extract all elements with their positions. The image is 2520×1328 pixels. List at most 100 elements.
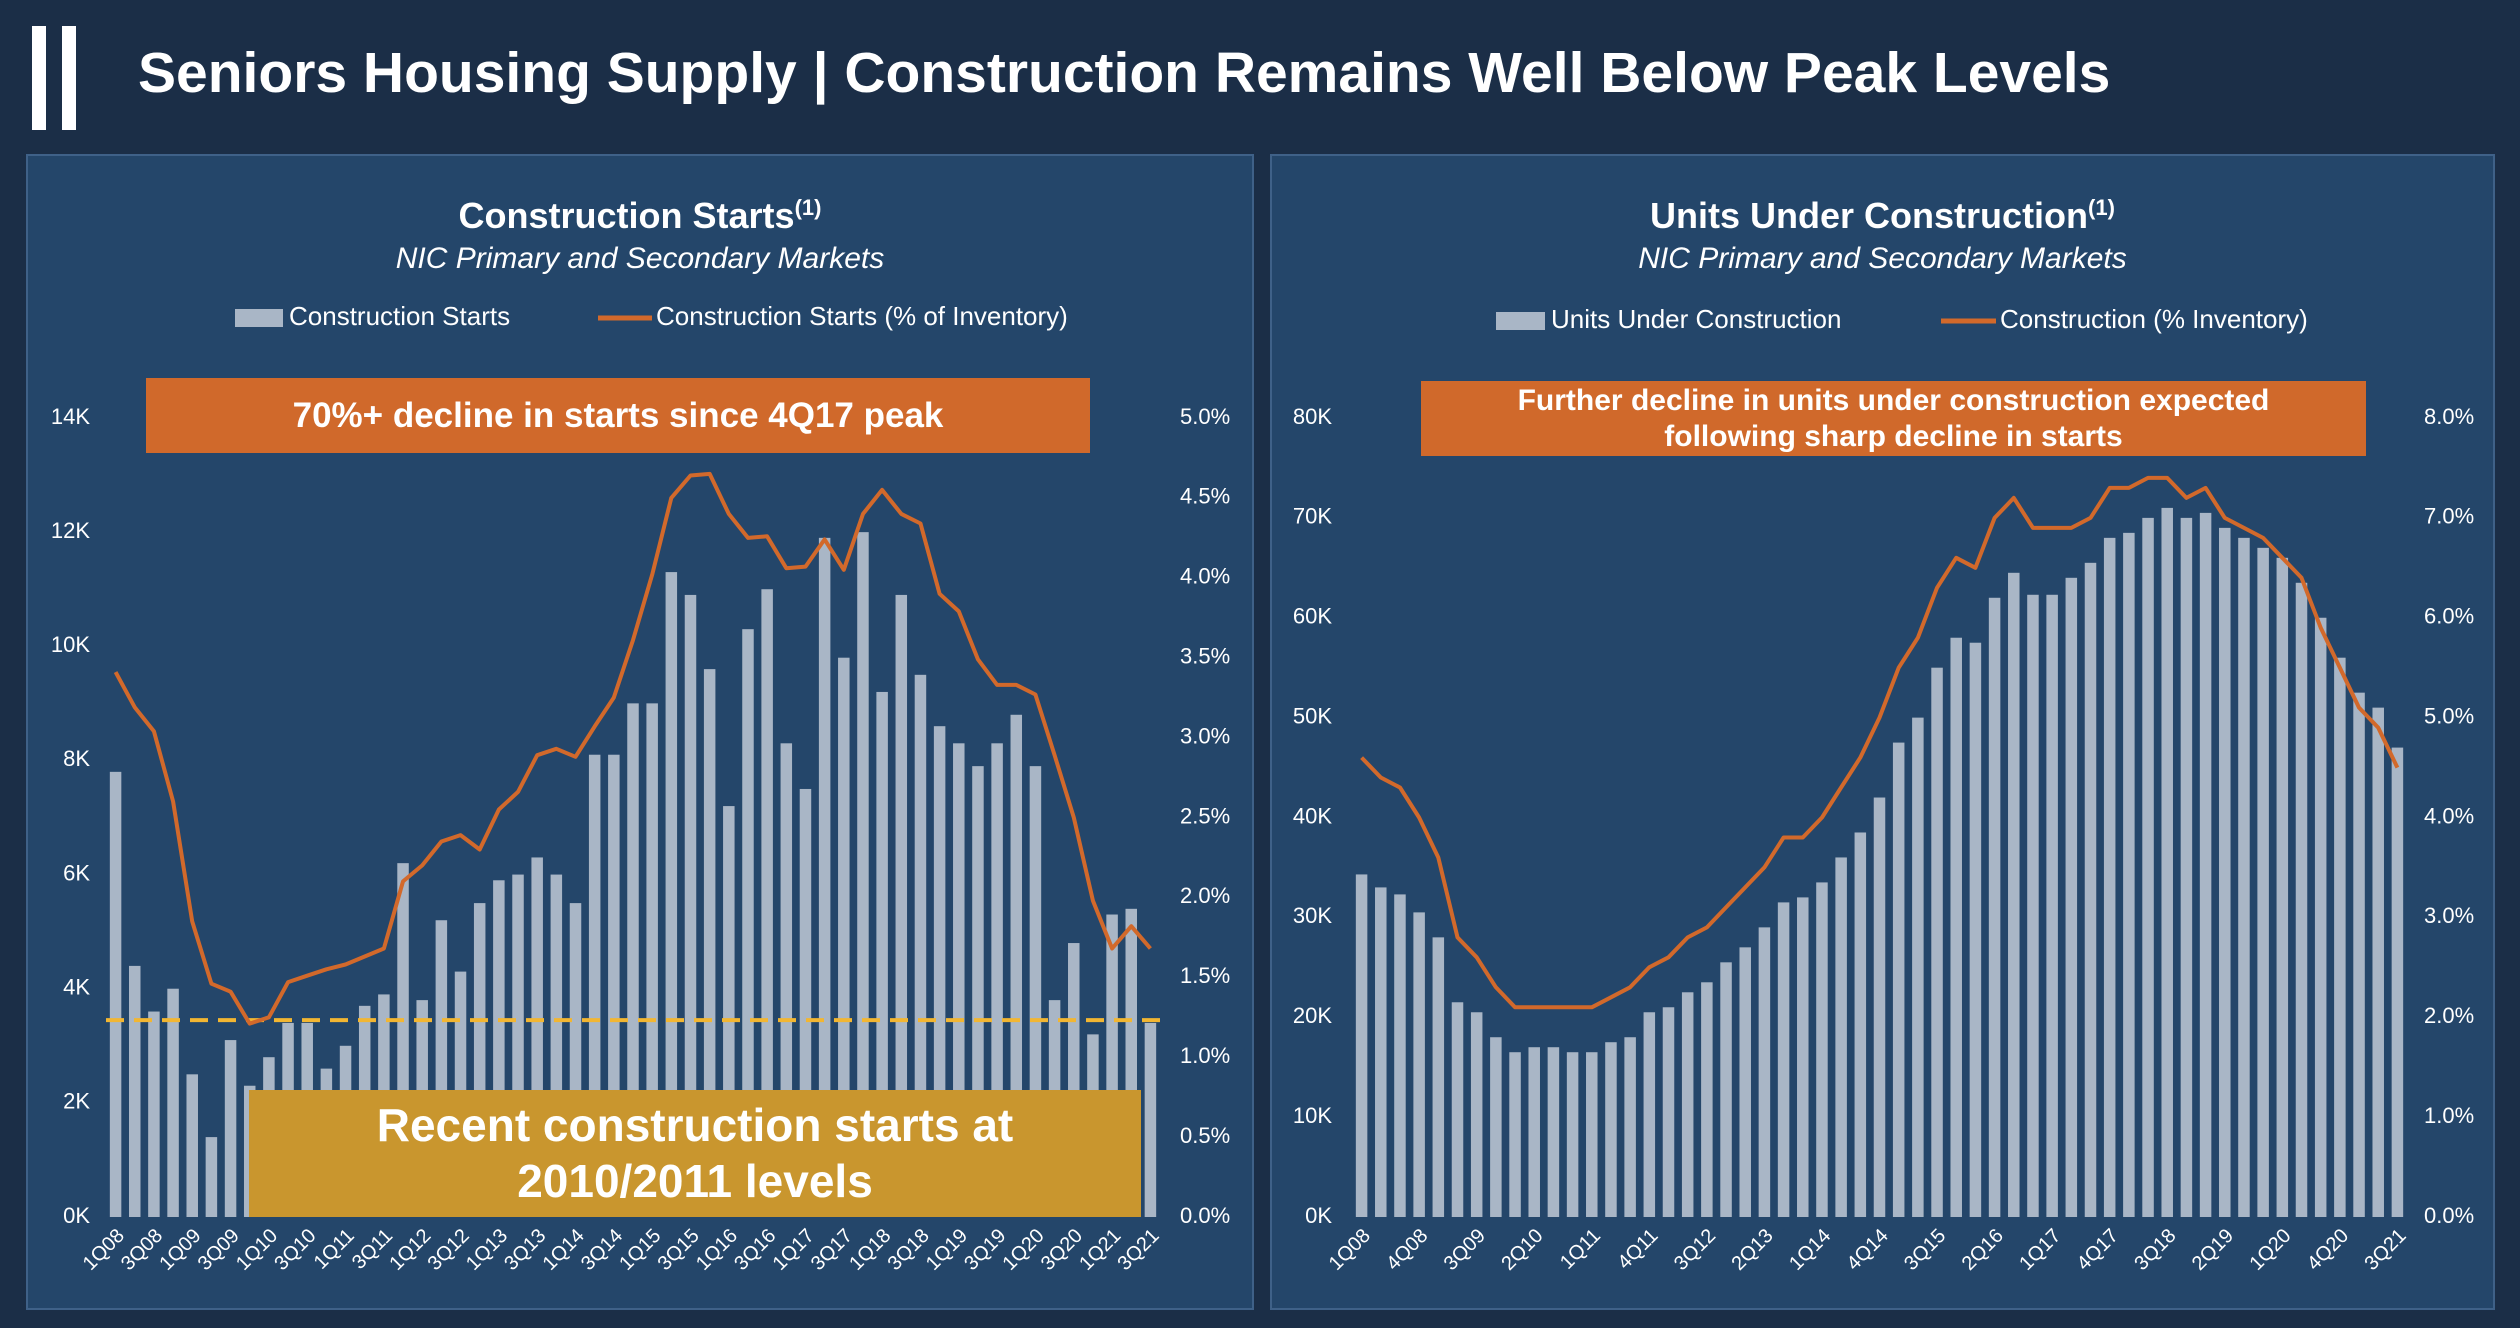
x-tick-label: 1Q18 [845, 1225, 895, 1275]
bar [1969, 642, 1982, 1217]
bar [512, 874, 524, 1217]
bar [1835, 857, 1847, 1217]
bar [128, 965, 141, 1217]
bar [435, 920, 448, 1217]
bar [1509, 1052, 1521, 1217]
bar [493, 880, 505, 1217]
x-tick-label: 1Q17 [2015, 1225, 2065, 1275]
legend-label: Construction (% Inventory) [2000, 304, 2308, 334]
legend-swatch [1496, 312, 1545, 330]
bar [1547, 1047, 1560, 1217]
bar [2353, 692, 2365, 1217]
y2-tick-label: 2.0% [1180, 883, 1230, 908]
x-tick-label: 4Q14 [1843, 1225, 1893, 1275]
x-tick-label: 3Q13 [500, 1225, 550, 1275]
title-note: (1) [2088, 195, 2115, 220]
bar [1912, 717, 1924, 1217]
bar [1701, 982, 1713, 1217]
x-tick-label: 1Q20 [999, 1225, 1049, 1275]
legend-label: Units Under Construction [1551, 304, 1841, 334]
y2-tick-label: 7.0% [2424, 504, 2474, 529]
bar [933, 726, 946, 1217]
bar [876, 691, 888, 1217]
y-tick-label: 40K [1293, 803, 1332, 828]
annotation: Recent construction starts at 2010/2011 … [249, 1090, 1141, 1217]
x-tick-label: 4Q08 [1382, 1225, 1432, 1275]
x-tick-label: 1Q16 [692, 1225, 742, 1275]
bar [205, 1137, 218, 1217]
bar [742, 629, 754, 1217]
bar [2065, 577, 2078, 1217]
y2-tick-label: 8.0% [2424, 404, 2474, 429]
bar [2219, 527, 2231, 1217]
y-tick-label: 10K [51, 632, 90, 657]
bar [703, 669, 716, 1217]
line [1360, 475, 2400, 1010]
y-tick-label: 30K [1293, 903, 1332, 928]
x-tick-label: 1Q11 [310, 1225, 359, 1274]
x-tick-label: 1Q09 [155, 1225, 205, 1275]
bar [1854, 832, 1867, 1217]
annotation: Further decline in units under construct… [1421, 381, 2366, 456]
bar [2084, 562, 2097, 1217]
y2-tick-label: 0.0% [2424, 1203, 2474, 1228]
bar [588, 754, 601, 1217]
y2-tick-label: 0.0% [1180, 1203, 1230, 1228]
x-tick-label: 1Q14 [539, 1225, 589, 1275]
x-tick-label: 1Q08 [79, 1225, 129, 1275]
x-tick-label: 1Q19 [922, 1225, 972, 1275]
bar [1777, 902, 1790, 1217]
bar [2027, 594, 2039, 1217]
x-tick-label: 3Q18 [884, 1225, 934, 1275]
bar [1605, 1042, 1617, 1217]
bar [1566, 1052, 1579, 1217]
bar [1988, 597, 2001, 1217]
chart-title-text: Construction Starts [458, 195, 795, 236]
bar [1797, 897, 1809, 1217]
chart-subtitle: NIC Primary and Secondary Markets [395, 242, 885, 275]
x-tick-label: 3Q12 [1670, 1225, 1720, 1275]
legend-label: Construction Starts (% of Inventory) [656, 301, 1068, 331]
chart-title: Units Under Construction(1) [1270, 195, 2495, 237]
y2-tick-label: 1.5% [1180, 963, 1230, 988]
bar [1375, 887, 1387, 1217]
bar [1394, 894, 1406, 1217]
x-tick-label: 3Q09 [194, 1225, 244, 1275]
legend-swatch [235, 309, 283, 327]
x-tick-label: 4Q11 [1613, 1225, 1662, 1274]
bar [1528, 1047, 1540, 1217]
bar [2314, 617, 2327, 1217]
bar [1662, 1007, 1675, 1217]
y-tick-label: 10K [1293, 1103, 1332, 1128]
y-tick-label: 60K [1293, 604, 1332, 629]
bar [397, 863, 409, 1217]
x-tick-label: 1Q21 [1075, 1225, 1125, 1275]
x-tick-label: 1Q12 [385, 1225, 435, 1275]
y-tick-label: 70K [1293, 504, 1332, 529]
x-tick-label: 1Q11 [1556, 1225, 1605, 1274]
bar [2334, 657, 2346, 1217]
bar [914, 674, 927, 1217]
bar [1758, 927, 1771, 1217]
x-tick-label: 3Q10 [270, 1225, 320, 1275]
x-tick-label: 2Q19 [2188, 1225, 2238, 1275]
bar [2161, 507, 2173, 1217]
bar [1643, 1012, 1656, 1217]
bar [780, 743, 793, 1217]
bar [1355, 874, 1368, 1217]
bar [186, 1074, 198, 1217]
bar [1931, 667, 1943, 1217]
x-tick-label: 3Q15 [1900, 1225, 1950, 1275]
x-tick-label: 2Q10 [1497, 1225, 1547, 1275]
bar [991, 743, 1003, 1217]
y2-tick-label: 3.0% [2424, 903, 2474, 928]
x-tick-label: 2Q13 [1728, 1225, 1778, 1275]
bar [2276, 557, 2289, 1217]
bar [972, 766, 984, 1217]
bar [1624, 1037, 1636, 1217]
bar [799, 788, 812, 1217]
y-tick-label: 20K [1293, 1003, 1332, 1028]
bar [2008, 572, 2020, 1217]
x-tick-label: 3Q18 [2130, 1225, 2180, 1275]
y2-tick-label: 3.5% [1180, 644, 1230, 669]
